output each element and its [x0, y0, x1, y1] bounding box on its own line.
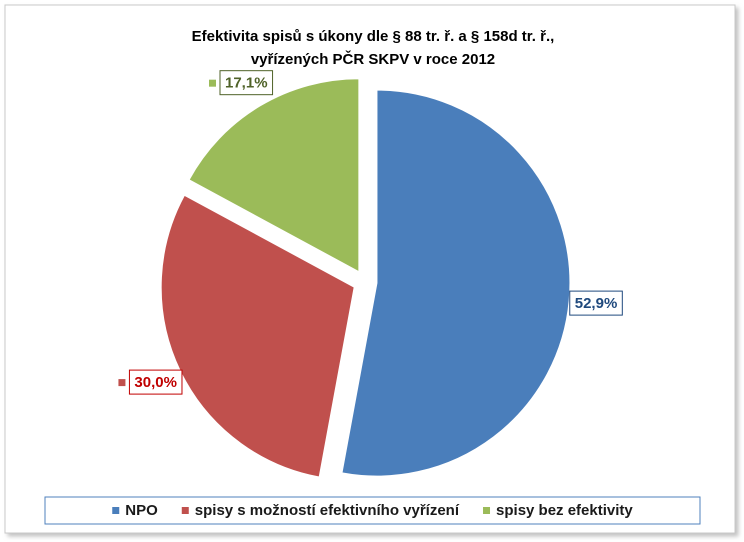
- legend-key: [181, 507, 189, 514]
- data-label-box: [569, 290, 623, 316]
- legend-key: [483, 507, 491, 514]
- data-label: 30,0%: [134, 374, 177, 391]
- chart-title: Efektivita spisů s úkony dle § 88 tr. ř.…: [192, 28, 555, 45]
- legend-label: NPO: [125, 502, 158, 519]
- data-label-box: [128, 369, 183, 395]
- data-label: 52,9%: [575, 295, 618, 312]
- legend-key: [112, 507, 120, 514]
- legend-label: spisy bez efektivity: [496, 502, 633, 519]
- pie-slice: [188, 78, 360, 273]
- data-label-key: [209, 79, 217, 87]
- legend-label: spisy s možností efektivního vyřízení: [195, 502, 460, 519]
- data-label: 17,1%: [225, 75, 268, 92]
- data-label-key: [558, 300, 566, 308]
- legend-box: [44, 496, 701, 525]
- pie-slice: [341, 89, 571, 477]
- data-label-key: [118, 379, 126, 387]
- data-label-box: [219, 70, 274, 96]
- chart-title: vyřízených PČR SKPV v roce 2012: [251, 50, 495, 68]
